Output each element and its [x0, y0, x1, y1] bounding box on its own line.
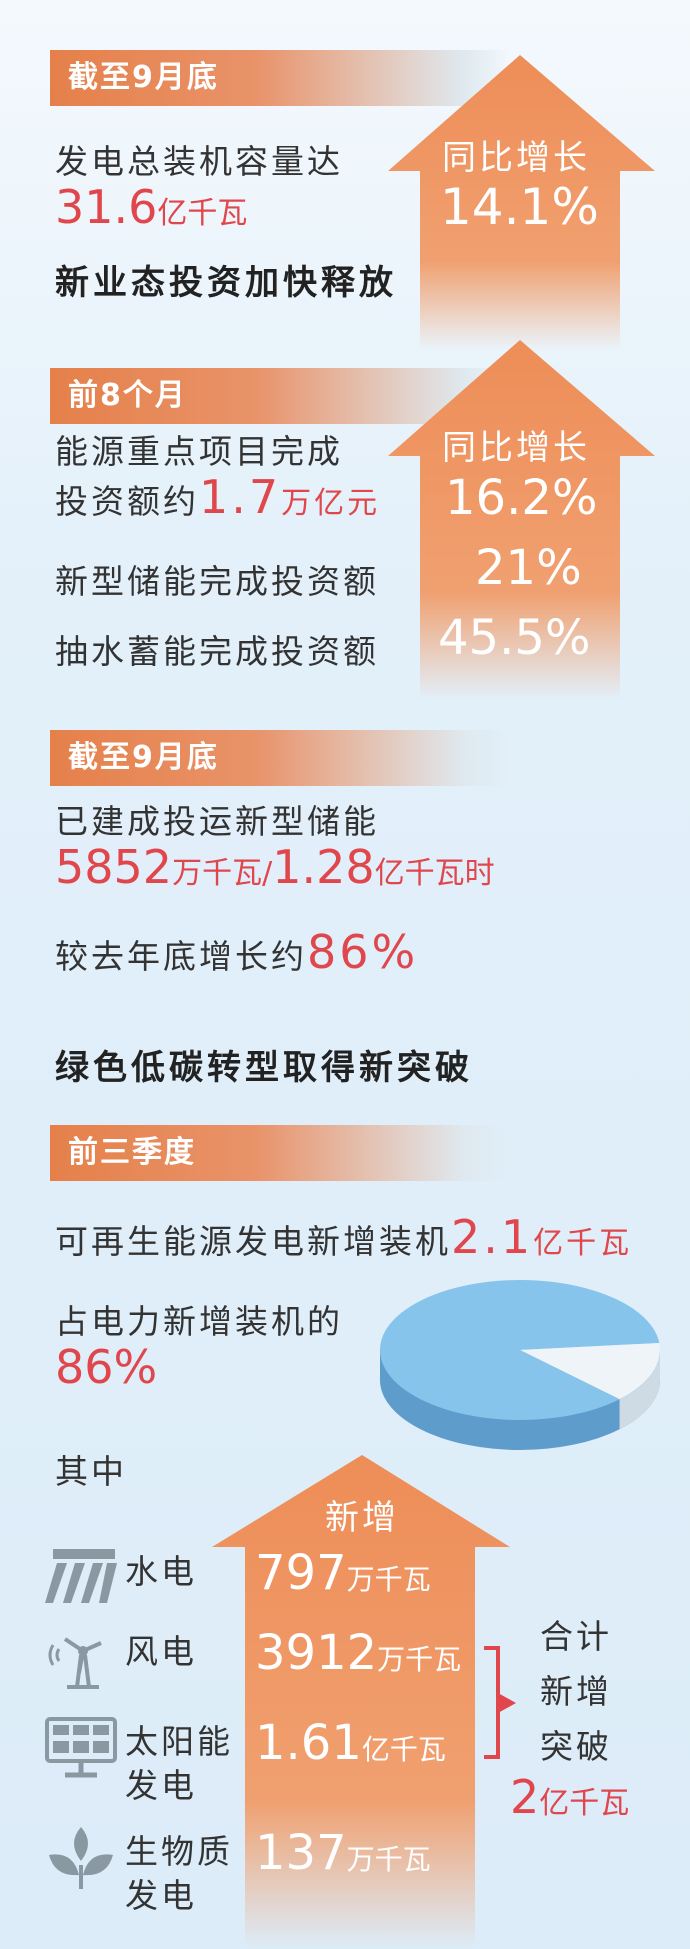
growth-value: 21%	[475, 540, 582, 596]
value: 86%	[307, 925, 419, 979]
item-value: 797万千瓦	[255, 1545, 431, 1601]
pie-side-other	[619, 1350, 660, 1430]
label-line: 发电	[125, 1766, 197, 1805]
row-label: 新型储能完成投资额	[55, 562, 379, 601]
row-label: 能源重点项目完成	[55, 432, 343, 471]
total-line: 新增	[540, 1672, 612, 1711]
item-label: 水电	[125, 1550, 197, 1594]
label-line: 风电	[125, 1632, 197, 1671]
share-pie-3d	[380, 1280, 660, 1450]
banner-as-of-september: 截至9月底	[50, 50, 510, 106]
new-capacity-arrow	[212, 1455, 510, 1949]
item-value: 1.61亿千瓦	[255, 1715, 446, 1771]
banner-first-three-quarters: 前三季度	[50, 1125, 510, 1181]
banner-text: 截至9月底	[68, 60, 219, 95]
banner-as-of-september: 截至9月底	[50, 730, 510, 786]
prefix: 较去年底增长约	[55, 937, 307, 976]
total-value: 2亿千瓦	[510, 1770, 629, 1824]
among-label: 其中	[55, 1452, 127, 1491]
arrow-label: 同比增长	[442, 428, 590, 468]
unit: 亿千瓦	[361, 1733, 446, 1766]
arrow-label: 同比增长	[442, 138, 590, 178]
unit: 亿千瓦时	[374, 856, 495, 891]
growth-line: 较去年底增长约86%	[55, 925, 418, 979]
share-label: 占电力新增装机的	[55, 1302, 343, 1341]
label-line: 生物质	[125, 1832, 233, 1871]
value: 2	[510, 1770, 540, 1824]
banner-text: 前8个月	[68, 378, 187, 413]
prefix: 可再生能源发电新增装机	[55, 1222, 451, 1261]
growth-arrow	[388, 340, 655, 700]
storage-value: 5852万千瓦/1.28亿千瓦时	[55, 840, 495, 894]
banner-text: 前三季度	[68, 1135, 196, 1170]
value: 137	[255, 1825, 347, 1881]
unit: 万千瓦	[377, 1643, 462, 1676]
solar-panel-icon	[45, 1717, 117, 1778]
arrow-value: 14.1%	[440, 178, 599, 236]
total-capacity-label: 发电总装机容量达	[55, 142, 343, 181]
wind-turbine-icon	[48, 1637, 102, 1689]
item-value: 137万千瓦	[255, 1825, 431, 1881]
unit: 亿千瓦	[539, 1786, 630, 1821]
value: 1.61	[255, 1715, 362, 1771]
item-label: 风电	[125, 1630, 197, 1674]
share-value: 86%	[55, 1340, 158, 1394]
storage-label: 已建成投运新型储能	[55, 802, 379, 841]
total-line: 合计	[540, 1617, 612, 1656]
growth-arrow	[388, 55, 655, 350]
banner-text: 截至9月底	[68, 740, 219, 775]
arrow-label: 新增	[325, 1498, 399, 1538]
pie-slice-share	[380, 1280, 660, 1420]
unit: 万千瓦	[346, 1563, 431, 1596]
row-label: 抽水蓄能完成投资额	[55, 632, 379, 671]
item-value: 3912万千瓦	[255, 1625, 461, 1681]
label-line: 发电	[125, 1876, 197, 1915]
value: 1.7	[199, 470, 282, 524]
growth-value: 45.5%	[438, 610, 591, 666]
item-label: 生物质 发电	[125, 1830, 233, 1918]
prefix: 投资额约	[55, 482, 199, 521]
unit: 万千瓦	[346, 1843, 431, 1876]
bracket-arrow	[484, 1646, 516, 1759]
section-heading: 绿色低碳转型取得新突破	[55, 1048, 473, 1088]
total-line: 突破	[540, 1727, 612, 1766]
pie-slice-other	[520, 1343, 660, 1400]
row-label: 投资额约1.7万亿元	[55, 470, 380, 524]
value: 3912	[255, 1625, 378, 1681]
value: 5852	[55, 840, 173, 894]
growth-value: 16.2%	[445, 470, 598, 526]
value: 2.1	[451, 1210, 534, 1264]
unit: 万千瓦/	[172, 856, 273, 891]
value: 797	[255, 1545, 347, 1601]
biomass-leaf-icon	[49, 1827, 113, 1889]
unit: 亿千瓦	[533, 1226, 633, 1261]
section-heading: 新业态投资加快释放	[55, 263, 397, 303]
hydro-dam-icon	[45, 1549, 117, 1603]
label-line: 太阳能	[125, 1722, 233, 1761]
unit: 万亿元	[281, 486, 381, 521]
total-capacity-value: 31.6亿千瓦	[55, 180, 247, 234]
label-line: 水电	[125, 1552, 197, 1591]
unit: 亿千瓦	[157, 196, 248, 231]
banner-first-8-months: 前8个月	[50, 368, 510, 424]
item-label: 太阳能 发电	[125, 1720, 233, 1808]
value: 1.28	[272, 840, 375, 894]
renewable-line: 可再生能源发电新增装机2.1亿千瓦	[55, 1210, 632, 1264]
value: 31.6	[55, 180, 158, 234]
